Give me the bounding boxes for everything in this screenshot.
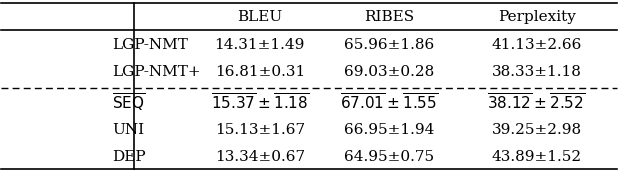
Text: 41.13±2.66: 41.13±2.66 [491, 38, 582, 52]
Text: $\overline{\mathrm{SEQ}}$: $\overline{\mathrm{SEQ}}$ [112, 92, 145, 114]
Text: 14.31±1.49: 14.31±1.49 [214, 38, 305, 52]
Text: 66.95±1.94: 66.95±1.94 [344, 123, 434, 137]
Text: 15.13±1.67: 15.13±1.67 [214, 123, 305, 137]
Text: BLEU: BLEU [237, 10, 282, 24]
Text: 65.96±1.86: 65.96±1.86 [344, 38, 434, 52]
Text: $\overline{38.12}\pm\overline{2.52}$: $\overline{38.12}\pm\overline{2.52}$ [488, 93, 586, 113]
Text: UNI: UNI [112, 123, 144, 137]
Text: 38.33±1.18: 38.33±1.18 [492, 66, 582, 79]
Text: $\overline{67.01}\pm\overline{1.55}$: $\overline{67.01}\pm\overline{1.55}$ [340, 93, 438, 113]
Text: RIBES: RIBES [364, 10, 414, 24]
Text: LGP-NMT: LGP-NMT [112, 38, 188, 52]
Text: 43.89±1.52: 43.89±1.52 [491, 150, 582, 164]
Text: Perplexity: Perplexity [497, 10, 575, 24]
Text: 39.25±2.98: 39.25±2.98 [491, 123, 582, 137]
Text: 16.81±0.31: 16.81±0.31 [214, 66, 305, 79]
Text: LGP-NMT+: LGP-NMT+ [112, 66, 201, 79]
Text: $\overline{15.37}\pm\overline{1.18}$: $\overline{15.37}\pm\overline{1.18}$ [211, 93, 309, 113]
Text: 64.95±0.75: 64.95±0.75 [344, 150, 434, 164]
Text: 69.03±0.28: 69.03±0.28 [344, 66, 434, 79]
Text: 13.34±0.67: 13.34±0.67 [214, 150, 305, 164]
Text: DEP: DEP [112, 150, 146, 164]
